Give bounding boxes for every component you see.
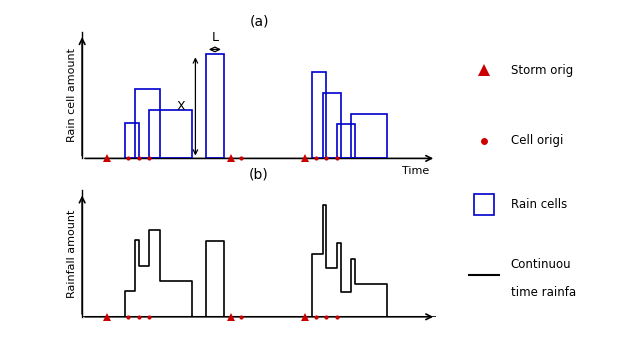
Text: (b): (b) [249, 167, 269, 181]
Bar [351, 114, 387, 158]
Bar [125, 123, 139, 158]
Text: Storm orig: Storm orig [511, 64, 573, 77]
Bar [337, 124, 355, 158]
Bar [135, 89, 160, 158]
Bar [206, 55, 224, 158]
Text: L: L [211, 31, 219, 44]
Text: time rainfa: time rainfa [511, 286, 576, 298]
Y-axis label: Rainfall amount: Rainfall amount [66, 209, 76, 298]
Bar [312, 72, 326, 158]
Text: X: X [176, 100, 185, 113]
Bar [323, 93, 341, 158]
Text: (a): (a) [250, 14, 269, 28]
Bar [149, 110, 192, 158]
Text: Rain cells: Rain cells [511, 198, 567, 210]
Y-axis label: Rain cell amount: Rain cell amount [66, 48, 76, 142]
Text: Continuou: Continuou [511, 258, 571, 270]
Bar [475, 194, 494, 215]
Text: Cell origi: Cell origi [511, 134, 563, 147]
Text: Time: Time [402, 166, 429, 176]
